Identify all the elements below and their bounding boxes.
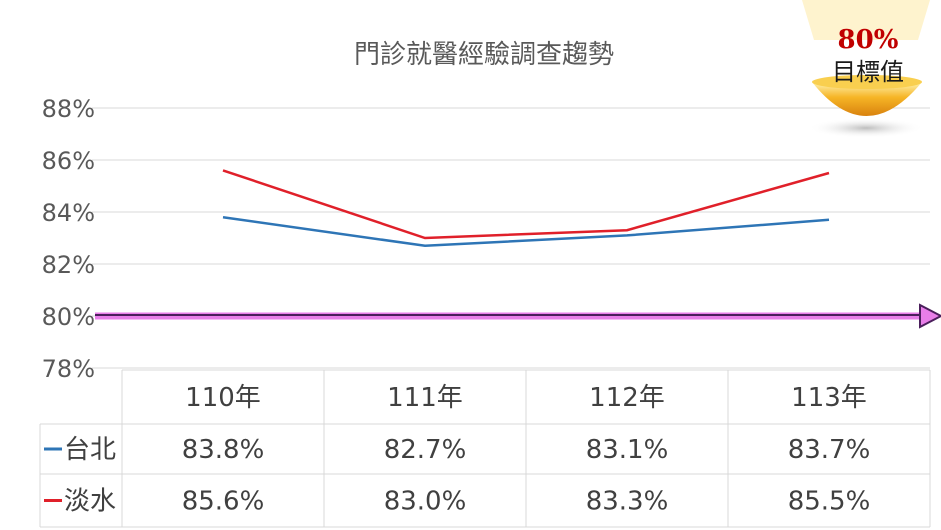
legend-label: 淡水 [64,487,116,517]
y-tick-label: 88% [42,95,95,123]
series-lines [222,169,830,248]
legend-label: 台北 [64,435,116,465]
y-tick-label: 78% [42,355,95,383]
badge-bowl [812,82,922,116]
x-category-label: 112年 [589,383,665,413]
data-label: 83.7% [788,435,871,465]
series-line [222,169,830,240]
y-axis-ticks: 78% 80% 82% 84% 86% 88% [42,95,95,383]
data-label: 83.0% [384,487,467,517]
data-label: 85.6% [182,487,265,517]
badge-glow [802,0,930,40]
target-badge: 80% 目標值 [802,0,930,138]
chart-title: 門診就醫經驗調查趨勢 [354,40,614,70]
badge-label: 目標值 [832,58,904,86]
x-category-label: 111年 [387,383,463,413]
data-label: 85.5% [788,487,871,517]
badge-shadow [808,118,924,138]
x-category-label: 113年 [791,383,867,413]
target-arrowhead [919,303,941,329]
data-label: 82.7% [384,435,467,465]
data-label: 83.1% [586,435,669,465]
y-tick-label: 86% [42,147,95,175]
badge-rim [812,75,922,89]
gridlines [92,107,930,369]
badge-value: 80% [838,25,899,55]
data-label: 83.3% [586,487,669,517]
x-category-label: 110年 [185,383,261,413]
y-tick-label: 82% [42,251,95,279]
series-line [222,215,830,248]
y-tick-label: 84% [42,199,95,227]
target-line [95,303,941,329]
y-tick-label: 80% [42,303,95,331]
data-label: 83.8% [182,435,265,465]
